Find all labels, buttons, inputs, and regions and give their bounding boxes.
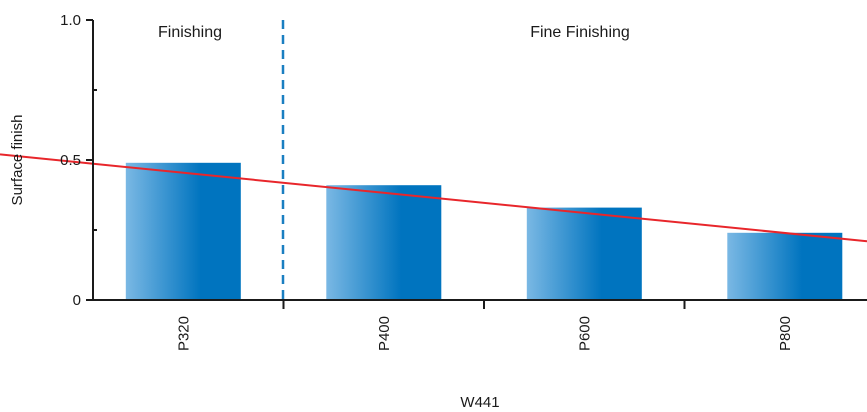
x-tick-labels: P320 P400 P600 P800 [175,316,794,351]
y-ticks: 0 0.5 1.0 [60,12,97,309]
x-tick-label-p400: P400 [376,316,393,351]
bars-layer [125,162,843,300]
y-tick-label: 0.5 [60,152,81,169]
trend-line [0,153,867,243]
x-tick-label-p600: P600 [576,316,593,351]
region-label-finishing: Finishing [158,24,222,41]
x-axis-title: W441 [460,394,499,411]
y-tick-label: 0 [73,292,81,309]
bar-p800 [727,232,843,300]
bar-p600 [526,207,642,300]
y-tick-label: 1.0 [60,12,81,29]
x-tick-label-p800: P800 [777,316,794,351]
bar-p320 [125,162,241,300]
x-ticks [282,300,686,309]
x-tick-label-p320: P320 [175,316,192,351]
y-axis-title: Surface finish [9,115,26,206]
region-label-fine-finishing: Fine Finishing [530,24,630,41]
bar-p400 [326,185,442,300]
